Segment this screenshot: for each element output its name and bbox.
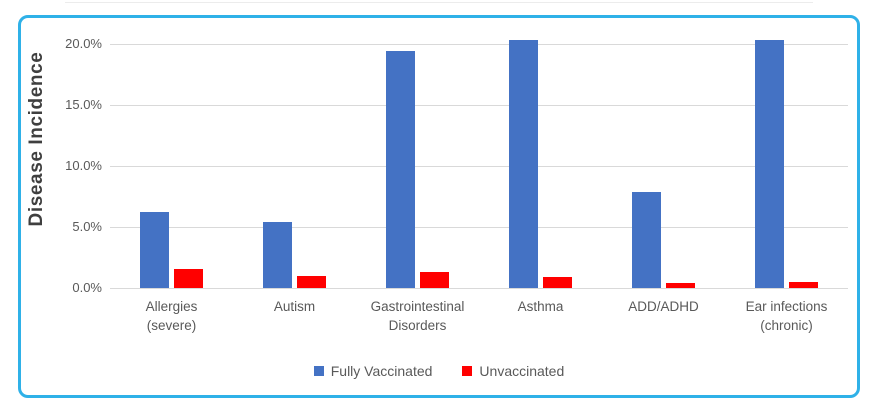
y-tick-label-10.0%: 10.0% xyxy=(65,158,102,173)
bar-group-allergies-severe xyxy=(140,212,203,288)
x-tick-label-autism: Autism xyxy=(273,299,316,314)
bar-fully-vaccinated-ear-infections-chronic xyxy=(755,40,784,288)
y-tick-label-5.0%: 5.0% xyxy=(72,219,102,234)
gridline-0.0% xyxy=(110,287,848,289)
bar-unvaccinated-add-adhd xyxy=(666,283,695,288)
gridline-20.0% xyxy=(110,43,848,45)
legend-item-unvaccinated: Unvaccinated xyxy=(462,363,564,379)
gridline-10.0% xyxy=(110,165,848,167)
legend-item-fully-vaccinated: Fully Vaccinated xyxy=(313,363,433,379)
bar-group-autism xyxy=(263,222,326,288)
legend-label-fully-vaccinated: Fully Vaccinated xyxy=(330,363,433,379)
y-tick-label-20.0%: 20.0% xyxy=(65,36,102,51)
bar-group-gastrointestinal-disorders xyxy=(386,51,449,288)
bar-unvaccinated-autism xyxy=(297,275,326,288)
bar-group-ear-infections-chronic xyxy=(755,40,818,288)
x-tick-label-gastrointestinal-disorders: Gastrointestinal Disorders xyxy=(370,299,465,333)
bar-fully-vaccinated-asthma xyxy=(509,40,538,288)
chart-legend: Fully Vaccinated Unvaccinated xyxy=(18,363,860,379)
legend-label-unvaccinated: Unvaccinated xyxy=(479,363,565,379)
bar-group-add-adhd xyxy=(632,191,695,288)
x-tick-label-asthma: Asthma xyxy=(517,299,564,314)
y-tick-label-15.0%: 15.0% xyxy=(65,97,102,112)
legend-swatch-unvaccinated xyxy=(462,366,473,376)
x-tick-label-add-adhd: ADD/ADHD xyxy=(628,299,699,314)
gridline-5.0% xyxy=(110,226,848,228)
x-tick-label-allergies-severe: Allergies (severe) xyxy=(145,299,198,333)
bar-fully-vaccinated-gastrointestinal-disorders xyxy=(386,51,415,288)
y-axis-title: Disease Incidence xyxy=(26,51,47,227)
bar-unvaccinated-ear-infections-chronic xyxy=(789,281,818,288)
y-tick-label-0.0%: 0.0% xyxy=(72,280,102,295)
bar-unvaccinated-gastrointestinal-disorders xyxy=(420,272,449,288)
bar-group-asthma xyxy=(509,40,572,288)
bar-fully-vaccinated-add-adhd xyxy=(632,191,661,288)
x-tick-label-ear-infections-chronic: Ear infections (chronic) xyxy=(745,299,828,333)
bar-fully-vaccinated-autism xyxy=(263,222,292,288)
gridline-15.0% xyxy=(110,104,848,106)
legend-swatch-fully-vaccinated xyxy=(313,366,324,376)
bar-fully-vaccinated-allergies-severe xyxy=(140,212,169,288)
bar-unvaccinated-allergies-severe xyxy=(174,268,203,288)
plot-area: 0.0% 5.0% 10.0% 15.0% 20.0% Allergies (severe)… xyxy=(65,36,848,333)
bar-unvaccinated-asthma xyxy=(543,277,572,288)
top-artifact-line xyxy=(65,2,813,3)
chart-frame xyxy=(18,15,860,398)
